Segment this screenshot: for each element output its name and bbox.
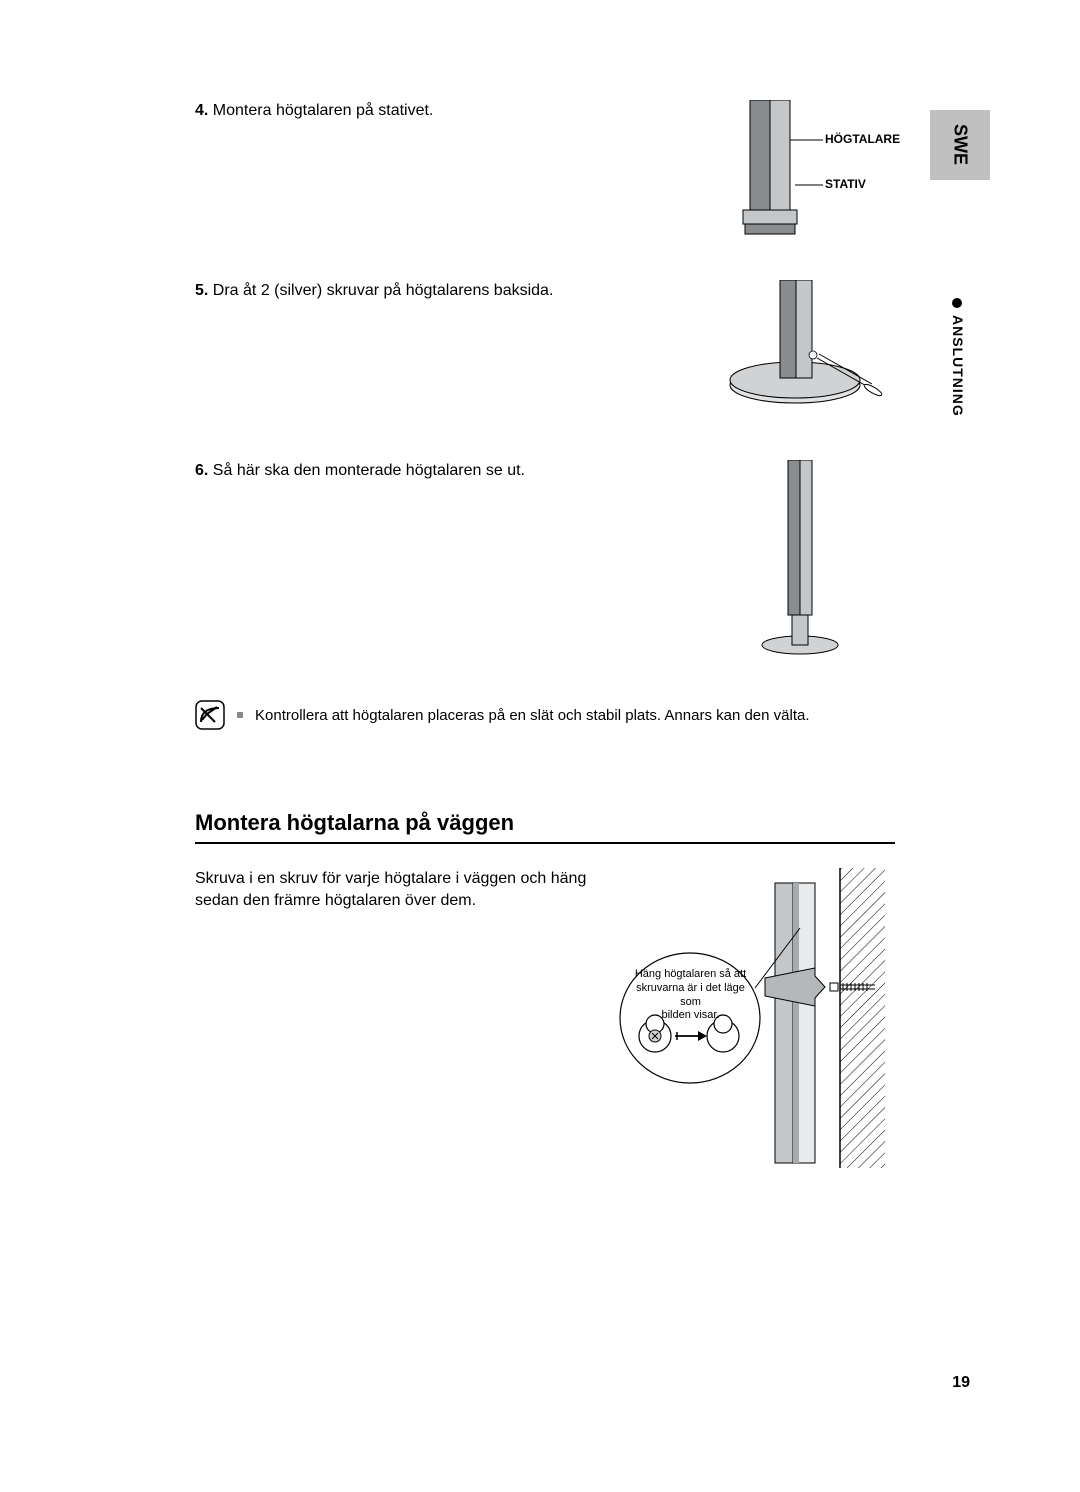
- bullet-icon: [952, 298, 962, 308]
- wall-mount-text: Skruva i en skruv för varje högtalare i …: [195, 868, 595, 913]
- step-4-num: 4.: [195, 102, 208, 119]
- section-label: ANSLUTNING: [950, 315, 966, 417]
- step-4-figure: HÖGTALARE STATIV: [695, 100, 895, 240]
- step-6: 6. Så här ska den monterade högtalaren s…: [195, 460, 895, 660]
- step-5-body: Dra åt 2 (silver) skruvar på högtalarens…: [213, 282, 554, 299]
- language-label: SWE: [950, 124, 971, 165]
- step-6-figure: [695, 460, 895, 660]
- note-bullet-icon: [237, 712, 243, 718]
- label-stativ: STATIV: [825, 177, 866, 191]
- note: Kontrollera att högtalaren placeras på e…: [195, 700, 895, 730]
- step-6-num: 6.: [195, 462, 208, 479]
- wall-mount-figure: Häng högtalaren så att skruvarna är i de…: [615, 868, 895, 1178]
- step-4-body: Montera högtalaren på stativet.: [213, 102, 434, 119]
- note-text: Kontrollera att högtalaren placeras på e…: [255, 707, 810, 724]
- arrow-icon: [765, 968, 825, 1006]
- page-content: 4. Montera högtalaren på stativet. HÖGTA…: [195, 100, 895, 1178]
- label-hogtalare: HÖGTALARE: [825, 132, 900, 146]
- page-number: 19: [952, 1374, 970, 1392]
- step-6-body: Så här ska den monterade högtalaren se u…: [213, 462, 525, 479]
- callout-line3: bilden visar.: [633, 1009, 748, 1023]
- step-5-figure: [695, 280, 895, 420]
- wall-mount-row: Skruva i en skruv för varje högtalare i …: [195, 868, 895, 1178]
- note-icon: [195, 700, 225, 730]
- language-tab: SWE: [930, 110, 990, 180]
- section-tab: ANSLUTNING: [930, 290, 990, 570]
- section-heading: Montera högtalarna på väggen: [195, 810, 895, 844]
- step-5-num: 5.: [195, 282, 208, 299]
- step-6-text: 6. Så här ska den monterade högtalaren s…: [195, 460, 695, 482]
- step-4: 4. Montera högtalaren på stativet. HÖGTA…: [195, 100, 895, 240]
- callout-text: Häng högtalaren så att skruvarna är i de…: [633, 968, 748, 1023]
- callout-line2: skruvarna är i det läge som: [633, 982, 748, 1010]
- step-5-text: 5. Dra åt 2 (silver) skruvar på högtalar…: [195, 280, 695, 302]
- step-4-text: 4. Montera högtalaren på stativet.: [195, 100, 695, 122]
- callout-line1: Häng högtalaren så att: [633, 968, 748, 982]
- step-5: 5. Dra åt 2 (silver) skruvar på högtalar…: [195, 280, 895, 420]
